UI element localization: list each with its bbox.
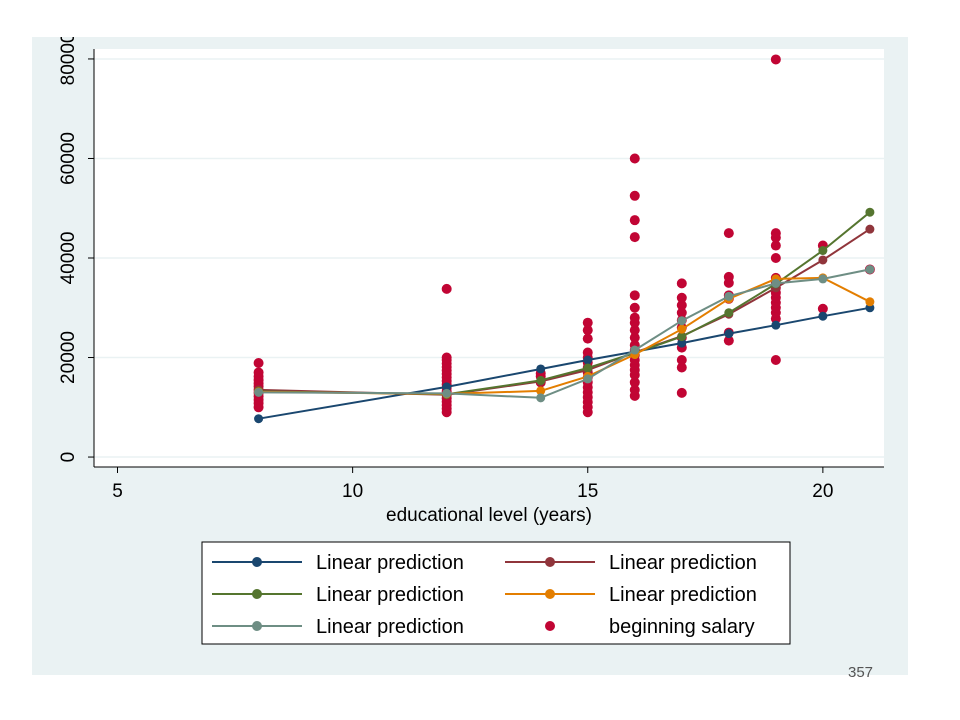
prediction-marker-5 [677, 316, 687, 326]
y-tick-label: 40000 [58, 232, 79, 285]
salary-point [676, 362, 687, 373]
legend-swatch-marker [252, 589, 262, 599]
legend-label: Linear prediction [316, 584, 464, 606]
salary-point [629, 153, 640, 164]
prediction-marker-1 [254, 414, 264, 424]
legend-label: beginning salary [609, 616, 755, 638]
salary-point [770, 240, 781, 251]
salary-point [629, 190, 640, 201]
prediction-marker-5 [442, 388, 452, 398]
prediction-marker-3 [677, 332, 687, 342]
prediction-marker-1 [724, 329, 734, 339]
prediction-marker-1 [442, 382, 452, 392]
legend-label: Linear prediction [316, 552, 464, 574]
prediction-marker-1 [818, 311, 828, 321]
prediction-marker-1 [536, 364, 546, 374]
prediction-marker-2 [865, 224, 875, 234]
salary-point [629, 302, 640, 313]
prediction-marker-4 [677, 324, 687, 334]
salary-point [676, 278, 687, 289]
salary-point [629, 325, 640, 336]
prediction-marker-1 [771, 320, 781, 330]
prediction-marker-4 [536, 386, 546, 396]
salary-point [629, 384, 640, 395]
prediction-marker-3 [724, 308, 734, 318]
salary-point [723, 271, 734, 282]
prediction-line-1 [258, 306, 871, 420]
salary-point [629, 215, 640, 226]
prediction-marker-5 [536, 393, 546, 403]
y-tick-label: 80000 [58, 37, 79, 85]
prediction-marker-3 [583, 363, 593, 373]
salary-point [441, 283, 452, 294]
prediction-marker-3 [818, 246, 828, 256]
graph-panel: 0 20000 40000 60000 80000 5 10 15 20 educational … [32, 37, 908, 675]
prediction-marker-1 [677, 338, 687, 348]
salary-point [441, 352, 452, 363]
prediction-marker-5 [724, 291, 734, 301]
x-tick-label: 20 [812, 481, 833, 502]
legend-label: Linear prediction [609, 552, 757, 574]
legend-swatch-marker [252, 621, 262, 631]
chart-svg: 0 20000 40000 60000 80000 5 10 15 20 educational … [58, 37, 884, 645]
prediction-marker-1 [583, 355, 593, 365]
prediction-marker-3 [865, 207, 875, 217]
y-tick-label: 20000 [58, 331, 79, 384]
prediction-marker-4 [865, 297, 875, 307]
salary-point [723, 335, 734, 346]
salary-point [253, 357, 264, 368]
salary-point [629, 232, 640, 243]
y-tick-label: 0 [58, 452, 79, 463]
salary-point [629, 290, 640, 301]
prediction-marker-5 [254, 387, 264, 397]
salary-point [629, 377, 640, 388]
legend: Linear prediction Linear prediction Linear… [201, 541, 791, 645]
plot-area: 0 20000 40000 60000 80000 5 10 15 20 educational … [58, 37, 884, 526]
salary-point [582, 347, 593, 358]
prediction-marker-5 [630, 345, 640, 355]
salary-point [676, 300, 687, 311]
salary-point [770, 228, 781, 239]
salary-point [582, 317, 593, 328]
salary-point [253, 367, 264, 378]
salary-point [817, 303, 828, 314]
salary-point [770, 54, 781, 65]
prediction-line-5 [258, 268, 871, 399]
x-axis-title: educational level (years) [386, 505, 592, 526]
x-tick-label: 5 [112, 481, 123, 502]
salary-point [723, 228, 734, 239]
legend-label: Linear prediction [609, 584, 757, 606]
salary-point [676, 355, 687, 366]
legend-swatch-marker [545, 589, 555, 599]
prediction-marker-5 [771, 278, 781, 288]
salary-point [770, 253, 781, 263]
legend-label: Linear prediction [316, 616, 464, 638]
x-tick-label: 15 [577, 481, 598, 502]
salary-point [676, 387, 687, 398]
prediction-marker-5 [583, 374, 593, 384]
prediction-marker-3 [536, 375, 546, 385]
salary-point [629, 332, 640, 343]
x-tick-label: 10 [342, 481, 363, 502]
y-tick-label: 60000 [58, 132, 79, 185]
salary-point [770, 355, 781, 366]
prediction-marker-5 [818, 274, 828, 284]
prediction-line-4 [258, 276, 871, 395]
legend-swatch [545, 621, 555, 631]
salary-point [676, 292, 687, 303]
salary-point [629, 312, 640, 323]
legend-swatch-marker [545, 557, 555, 567]
salary-point [676, 307, 687, 318]
salary-point [582, 333, 593, 344]
page-number: 357 [848, 664, 874, 681]
prediction-marker-2 [818, 255, 828, 265]
prediction-marker-5 [865, 264, 875, 274]
prediction-line-3 [258, 211, 871, 396]
salary-point [582, 325, 593, 336]
legend-swatch-marker [252, 557, 262, 567]
